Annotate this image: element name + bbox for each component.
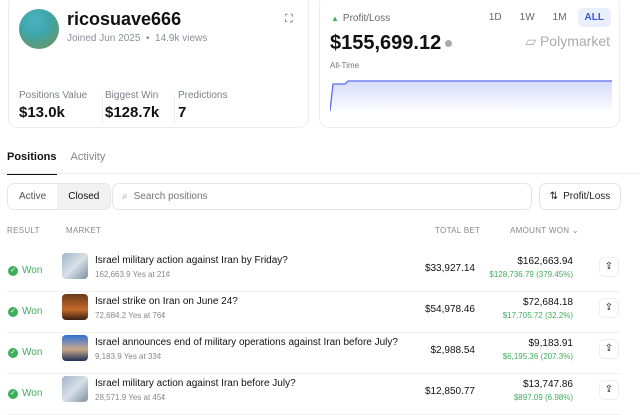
header-result: RESULT <box>7 226 40 235</box>
table-row[interactable]: ✓ Won Israel military action against Iran… <box>0 374 621 415</box>
market-title[interactable]: Israel announces end of military operati… <box>95 337 398 348</box>
result-badge: ✓ Won <box>8 306 42 317</box>
share-icon[interactable]: ⇪ <box>599 257 619 277</box>
market-thumbnail <box>62 253 88 279</box>
range-1w[interactable]: 1W <box>519 12 535 23</box>
tabs: Positions Activity <box>7 151 105 175</box>
profile-meta: Joined Jun 2025 • 14.9k views <box>67 33 208 44</box>
profit: $6,195.36 (207.3%) <box>502 352 573 361</box>
status-filter: Active Closed <box>7 183 112 210</box>
up-triangle-icon: ▲ <box>331 14 339 23</box>
divider <box>174 95 175 123</box>
market-thumbnail <box>62 294 88 320</box>
table-row[interactable]: ✓ Won Israel military action against Iran… <box>0 251 621 292</box>
header-total-bet: TOTAL BET <box>435 226 481 235</box>
divider <box>7 291 621 292</box>
table-row[interactable]: ✓ Won Israel announces end of military op… <box>0 333 621 374</box>
pnl-label: ▲ Profit/Loss <box>331 13 391 24</box>
check-circle-icon: ✓ <box>8 388 18 399</box>
profit: $128,736.79 (379.45%) <box>489 270 573 279</box>
amount-won: $162,663.94 <box>517 256 573 267</box>
stat-positions-value: Positions Value $13.0k <box>19 90 88 121</box>
share-icon[interactable]: ⇪ <box>599 380 619 400</box>
range-all[interactable]: ALL <box>577 8 611 27</box>
divider <box>7 373 621 374</box>
view-count: 14.9k views <box>155 33 208 44</box>
amount-won: $13,747.86 <box>522 379 573 390</box>
polymarket-logo: ▱ Polymarket <box>525 33 610 49</box>
market-thumbnail <box>62 335 88 361</box>
profit: $17,705.72 (32.2%) <box>502 311 573 320</box>
market-position: 28,571.9 Yes at 45¢ <box>95 393 166 402</box>
result-badge: ✓ Won <box>8 347 42 358</box>
joined-date: Joined Jun 2025 <box>67 33 141 44</box>
range-selector: 1D 1W 1M ALL <box>482 8 611 27</box>
stat-biggest-win: Biggest Win $128.7k <box>105 90 160 121</box>
scan-icon[interactable]: ⛶ <box>285 13 293 25</box>
market-position: 162,663.9 Yes at 21¢ <box>95 270 171 279</box>
amount-won: $9,183.91 <box>528 338 574 349</box>
pnl-value: $155,699.12 <box>330 32 453 55</box>
check-circle-icon: ✓ <box>8 347 18 358</box>
tab-activity[interactable]: Activity <box>70 151 106 163</box>
share-icon[interactable]: ⇪ <box>599 339 619 359</box>
search-box: ⌕ <box>112 183 532 210</box>
avatar <box>19 9 59 49</box>
username: ricosuave666 <box>67 9 182 29</box>
stat-predictions: Predictions 7 <box>178 90 228 121</box>
search-input[interactable] <box>133 191 514 202</box>
filter-active[interactable]: Active <box>19 191 47 202</box>
market-position: 72,684.2 Yes at 76¢ <box>95 311 166 320</box>
table-row[interactable]: ✓ Won Israel strike on Iran on June 24? 7… <box>0 292 621 333</box>
market-position: 9,183.9 Yes at 33¢ <box>95 352 162 361</box>
sort-icon: ⇅ <box>549 191 559 202</box>
total-bet: $54,978.46 <box>424 304 475 315</box>
pnl-chart <box>330 80 612 113</box>
market-title[interactable]: Israel strike on Iran on June 24? <box>95 296 238 307</box>
check-circle-icon: ✓ <box>8 265 18 276</box>
sort-button[interactable]: ⇅ Profit/Loss <box>539 183 621 210</box>
total-bet: $12,850.77 <box>424 386 475 397</box>
range-1d[interactable]: 1D <box>488 12 502 23</box>
profit: $897.09 (6.98%) <box>513 393 573 402</box>
search-icon: ⌕ <box>122 191 128 202</box>
pnl-area <box>330 81 612 113</box>
total-bet: $33,927.14 <box>424 263 475 274</box>
divider <box>102 95 103 123</box>
period-label: All-Time <box>330 61 360 70</box>
share-icon[interactable]: ⇪ <box>599 298 619 318</box>
market-title[interactable]: Israel military action against Iran befo… <box>95 378 296 389</box>
tab-positions[interactable]: Positions <box>7 151 57 175</box>
divider <box>0 173 640 174</box>
result-badge: ✓ Won <box>8 265 42 276</box>
total-bet: $2,988.54 <box>430 345 476 356</box>
market-title[interactable]: Israel military action against Iran by F… <box>95 255 288 266</box>
result-badge: ✓ Won <box>8 388 42 399</box>
market-thumbnail <box>62 376 88 402</box>
filter-closed[interactable]: Closed <box>57 184 111 209</box>
amount-won: $72,684.18 <box>522 297 573 308</box>
pnl-card: ▲ Profit/Loss 1D 1W 1M ALL $155,699.12 ▱ … <box>319 0 620 128</box>
range-1m[interactable]: 1M <box>552 12 567 23</box>
header-amount-won[interactable]: AMOUNT WON ⌄ <box>510 226 579 235</box>
profile-card: ricosuave666 Joined Jun 2025 • 14.9k vie… <box>8 0 309 128</box>
header-market: MARKET <box>66 226 102 235</box>
divider <box>7 332 621 333</box>
check-circle-icon: ✓ <box>8 306 18 317</box>
info-icon[interactable] <box>445 40 453 48</box>
pnl-line <box>330 80 612 112</box>
